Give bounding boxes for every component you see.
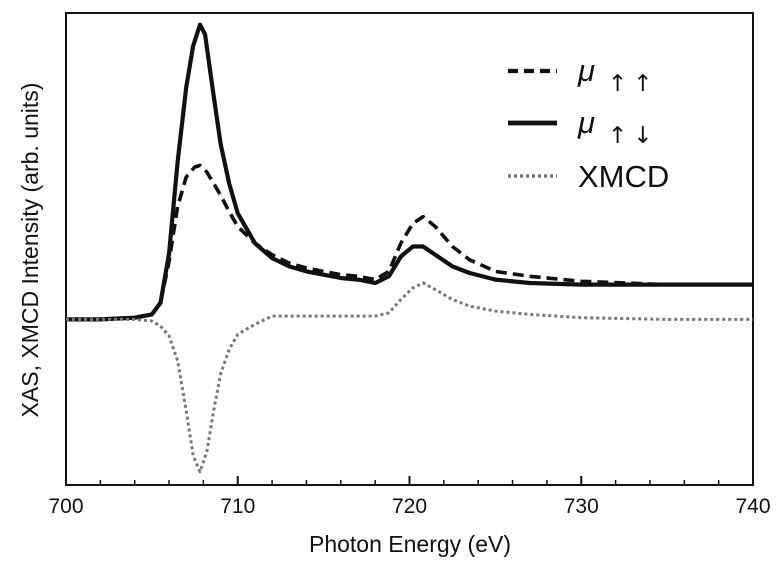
legend-sublabel-mu-up-up: ↑↑	[608, 71, 659, 97]
x-tick-label: 720	[392, 495, 427, 518]
series-line-xmcd	[66, 281, 753, 474]
y-axis-title: XAS, XMCD Intensity (arb. units)	[17, 83, 43, 418]
legend-label-mu-up-up: μ	[577, 53, 595, 88]
x-tick-label: 730	[564, 495, 599, 518]
legend-label-xmcd: XMCD	[578, 159, 669, 194]
x-tick-label: 740	[735, 495, 770, 518]
legend: μ ↑↑ μ ↑↓ XMCD	[508, 53, 669, 194]
x-axis-ticks: 700 710 720 730 740	[48, 476, 771, 518]
series-line-mu-up-down	[66, 22, 753, 322]
x-tick-label: 710	[220, 495, 255, 518]
series-line-mu-up-up	[66, 163, 753, 322]
x-tick-label: 700	[48, 495, 83, 518]
legend-sublabel-mu-up-down: ↑↓	[608, 123, 659, 149]
x-axis-title: Photon Energy (eV)	[309, 531, 511, 557]
series-layer	[66, 22, 753, 474]
legend-label-mu-up-down: μ	[577, 105, 595, 140]
